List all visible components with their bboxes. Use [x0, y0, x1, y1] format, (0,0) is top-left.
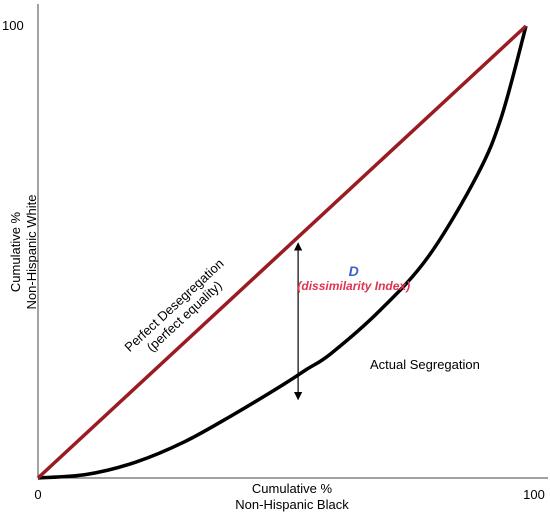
- perfect-equality-line: [36, 24, 528, 480]
- y-axis-label: Cumulative % Non-Hispanic White: [8, 195, 39, 310]
- dissimilarity-index-symbol: D: [349, 263, 359, 279]
- dissimilarity-index-name: (dissimilarity Index): [297, 279, 410, 293]
- y-tick-label-100: 100: [2, 18, 24, 33]
- y-axis-label-line-2: Non-Hispanic White: [24, 195, 39, 310]
- x-axis-label-line-1: Cumulative %: [252, 481, 333, 496]
- x-axis-label-line-2: Non-Hispanic Black: [235, 497, 349, 512]
- y-axis-label-line-1: Cumulative %: [8, 211, 23, 292]
- actual-segregation-label: Actual Segregation: [370, 357, 480, 372]
- x-tick-label-100: 100: [523, 487, 545, 502]
- x-tick-label-0: 0: [34, 487, 41, 502]
- x-axis-label: Cumulative % Non-Hispanic Black: [235, 481, 349, 512]
- perfect-desegregation-label-line-1: Perfect Desegregation: [121, 256, 226, 355]
- actual-segregation-curve: [37, 25, 528, 480]
